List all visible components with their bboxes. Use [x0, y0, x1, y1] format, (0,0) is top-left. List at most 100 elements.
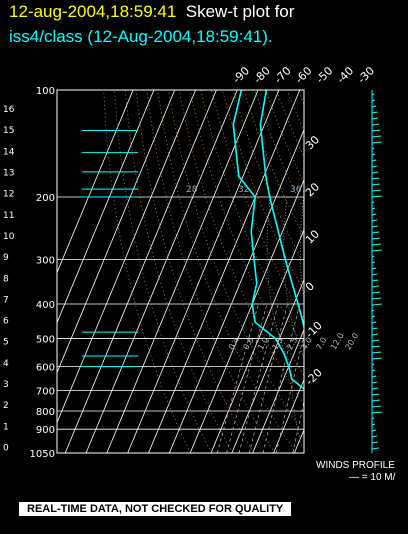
isotherm-line	[315, 90, 408, 453]
height-tick-label: 16	[3, 105, 15, 115]
temperature-tick-label: -70	[272, 64, 294, 86]
pressure-tick-label: 100	[36, 86, 55, 97]
winds-profile-barb	[371, 393, 380, 396]
winds-profile-barb	[371, 99, 376, 102]
dry-adiabat	[157, 90, 297, 453]
temperature-tick-label: -60	[293, 64, 315, 86]
isotherm-line	[252, 328, 304, 453]
winds-profile-barb	[371, 399, 381, 402]
dry-adiabat	[243, 90, 304, 238]
mixing-ratio-label: 20.0	[344, 331, 361, 351]
winds-profile-barb	[371, 225, 379, 228]
chart-title-text: Skew-t plot for	[185, 2, 295, 21]
winds-profile-barb	[371, 213, 377, 216]
winds-profile-barb	[371, 147, 375, 150]
pressure-tick-label: 900	[36, 425, 55, 436]
winds-profile-label: WINDS PROFILE	[316, 460, 395, 471]
moist-adiabat	[283, 196, 304, 359]
temperature-line	[259, 90, 304, 331]
dry-adiabat	[341, 90, 408, 453]
height-tick-label: 10	[3, 232, 15, 242]
height-tick-label: 2	[3, 401, 9, 411]
isotherm-line	[168, 128, 304, 453]
winds-profile-barb	[371, 267, 377, 270]
winds-profile-barb	[371, 249, 383, 252]
winds-profile-barb	[371, 153, 376, 156]
height-tick-label: 3	[3, 380, 9, 390]
pressure-tick-label: 300	[36, 256, 55, 267]
winds-profile-barb	[371, 177, 380, 180]
winds-profile-barb	[371, 369, 376, 372]
dry-adiabat	[309, 90, 408, 453]
winds-profile-barb	[371, 171, 379, 174]
isotherm-line	[210, 228, 304, 453]
isotherm-line	[64, 90, 217, 453]
isotherm-line	[189, 178, 304, 453]
winds-profile-barb	[371, 351, 382, 354]
chart-title-datetime: 12-aug-2004,18:59:41	[9, 2, 177, 21]
isotherm-line	[85, 90, 238, 453]
isotherm-line	[357, 90, 408, 453]
winds-profile-barb	[371, 297, 382, 300]
dry-adiabat	[168, 90, 304, 435]
height-tick-label: 14	[3, 147, 15, 157]
dry-adiabat	[373, 90, 408, 453]
winds-profile-barb	[371, 291, 381, 294]
moist-adiabat	[299, 196, 304, 302]
winds-profile-barb	[371, 339, 380, 342]
winds-profile-barb	[371, 435, 378, 438]
temperature-tick-label: -50	[314, 64, 336, 86]
dry-adiabat	[352, 90, 408, 453]
pressure-tick-label: 1050	[30, 449, 55, 460]
temperature-tick-label: 20	[303, 180, 322, 199]
winds-profile-barb	[371, 423, 376, 426]
winds-profile-barb	[371, 315, 376, 318]
height-tick-label: 0	[3, 443, 9, 453]
isotherm-line	[127, 90, 280, 453]
dry-adiabat	[124, 90, 233, 453]
winds-profile-barb	[371, 327, 378, 330]
chart-subtitle: iss4/class (12-Aug-2004,18:59:41).	[9, 27, 273, 46]
winds-profile-barb	[371, 387, 379, 390]
dry-adiabat	[114, 90, 212, 453]
height-tick-label: 8	[3, 274, 9, 284]
dry-adiabat	[232, 90, 304, 265]
temperature-tick-label: -20	[303, 366, 325, 388]
mixing-ratio-line	[248, 303, 288, 453]
temperature-tick-label: 30	[303, 133, 322, 152]
winds-profile-barb	[371, 129, 381, 132]
winds-profile-barb	[371, 159, 377, 162]
winds-profile-barb	[371, 93, 375, 96]
theta-e-label: 32	[238, 185, 249, 195]
winds-profile-scale: — = 10 M/	[349, 472, 396, 483]
height-tick-label: 4	[3, 359, 9, 369]
isotherm-line	[106, 90, 259, 453]
dry-adiabat	[254, 90, 304, 211]
isotherm-line	[231, 278, 304, 453]
mixing-ratio-label: 7.0	[314, 336, 328, 352]
winds-profile-barb	[371, 417, 375, 420]
pressure-tick-label: 400	[36, 300, 55, 311]
chart-title: 12-aug-2004,18:59:41 Skew-t plot for	[9, 2, 294, 22]
winds-profile-barb	[371, 375, 377, 378]
theta-e-label: 28	[186, 185, 198, 195]
winds-profile-barb	[371, 411, 383, 414]
temperature-tick-label: -30	[355, 64, 377, 86]
winds-profile-barb	[371, 363, 375, 366]
winds-profile-barb	[371, 429, 377, 432]
winds-profile-barb	[371, 255, 375, 258]
winds-profile-barb	[371, 303, 383, 306]
winds-profile-barb	[371, 309, 375, 312]
pressure-tick-label: 500	[36, 334, 55, 345]
chart-frame	[56, 89, 305, 454]
mixing-ratio-line	[275, 334, 304, 453]
temperature-tick-label: -90	[230, 64, 252, 86]
moist-adiabat	[266, 196, 302, 446]
temperature-tick-label: -80	[251, 64, 273, 86]
winds-profile-barb	[371, 345, 381, 348]
winds-profile-barb	[371, 195, 383, 198]
pressure-tick-label: 700	[36, 386, 55, 397]
isotherm-line	[57, 90, 196, 424]
winds-profile-barb	[371, 183, 381, 186]
